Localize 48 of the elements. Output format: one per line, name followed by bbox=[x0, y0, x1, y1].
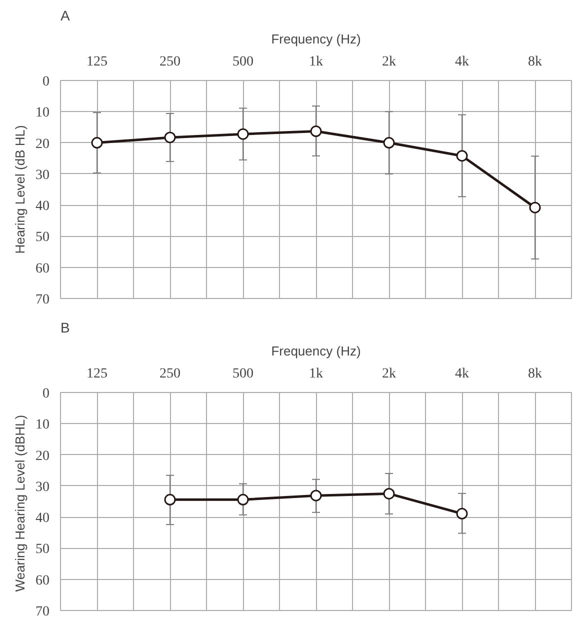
x-tick-label: 1k bbox=[309, 54, 323, 70]
point bbox=[164, 494, 176, 506]
x-tick-label: 250 bbox=[160, 366, 180, 382]
x-axis-title: Frequency (Hz) bbox=[271, 344, 361, 358]
x-tick-label: 125 bbox=[86, 366, 108, 382]
point bbox=[237, 494, 249, 506]
x-tick-label: 250 bbox=[160, 54, 180, 70]
x-tick-label: 500 bbox=[232, 54, 254, 70]
x-tick-label: 2k bbox=[382, 54, 396, 70]
chart-title: B bbox=[60, 320, 70, 336]
point bbox=[237, 128, 249, 140]
y-tick-label: 10 bbox=[36, 106, 50, 121]
y-tick-label: 20 bbox=[36, 136, 50, 152]
y-tick-label: 20 bbox=[36, 448, 50, 464]
y-tick-label: 70 bbox=[36, 292, 50, 308]
point bbox=[310, 490, 322, 502]
y-tick-label: 70 bbox=[36, 604, 50, 620]
y-axis-title: Wearing Hearing Level (dBHL) bbox=[12, 414, 28, 592]
y-tick-label: 30 bbox=[36, 168, 50, 183]
x-tick-label: 8k bbox=[528, 54, 542, 70]
y-tick-label: 60 bbox=[36, 573, 50, 588]
y-tick-label: 50 bbox=[36, 230, 50, 246]
x-tick-label: 4k bbox=[455, 366, 469, 382]
point bbox=[456, 508, 468, 520]
point bbox=[310, 126, 322, 138]
y-tick-label: 10 bbox=[36, 418, 50, 433]
x-axis-title: Frequency (Hz) bbox=[271, 32, 361, 46]
y-tick-label: 0 bbox=[42, 74, 50, 90]
x-tick-label: 500 bbox=[232, 366, 254, 382]
y-tick-label: 40 bbox=[36, 199, 50, 214]
y-tick-label: 50 bbox=[36, 542, 50, 558]
y-tick-label: 30 bbox=[36, 480, 50, 495]
x-tick-label: 8k bbox=[528, 366, 542, 382]
x-tick-label: 1k bbox=[309, 366, 323, 382]
y-tick-label: 0 bbox=[42, 386, 50, 402]
point bbox=[91, 137, 103, 149]
x-tick-label: 4k bbox=[455, 54, 469, 70]
point bbox=[456, 150, 468, 162]
y-tick-label: 40 bbox=[36, 511, 50, 526]
point bbox=[529, 202, 541, 214]
point bbox=[164, 132, 176, 144]
y-tick-label: 60 bbox=[36, 261, 50, 276]
x-tick-label: 2k bbox=[382, 366, 396, 382]
chart-title: A bbox=[60, 8, 70, 24]
point bbox=[383, 488, 395, 500]
y-axis-title: Hearing Level (dB HL) bbox=[12, 125, 28, 254]
x-tick-label: 125 bbox=[86, 54, 108, 70]
point bbox=[383, 137, 395, 149]
